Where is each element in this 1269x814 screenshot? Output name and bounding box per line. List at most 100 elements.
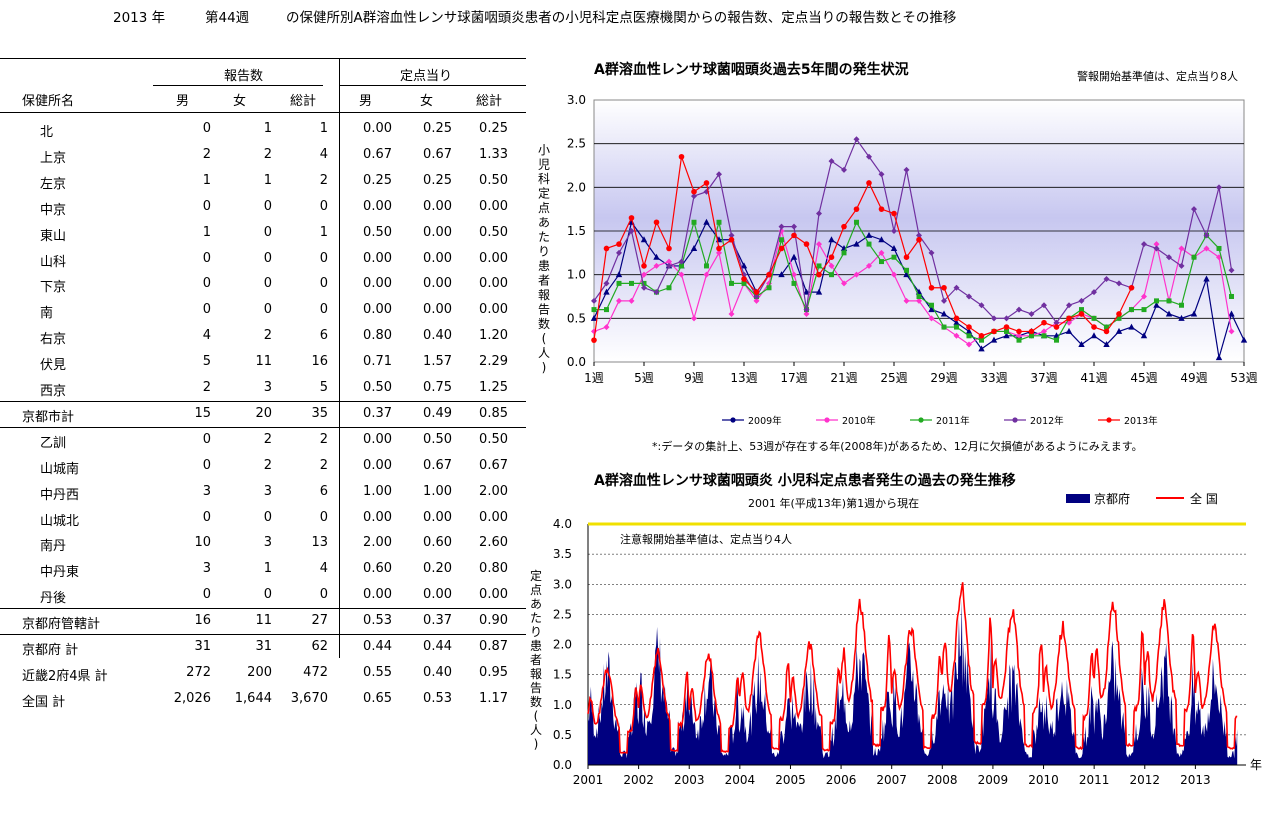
chart1-point xyxy=(816,210,822,217)
chart1-point xyxy=(728,232,735,239)
table-top-rule xyxy=(0,58,526,59)
cell: 3,670 xyxy=(290,690,328,706)
chart2-subtitle: 2001 年(平成13年)第1週から現在 xyxy=(748,496,919,510)
chart1-point xyxy=(965,327,973,334)
chart1-ylabel-char: 数 xyxy=(538,316,550,331)
cell: 0 xyxy=(319,509,328,525)
header-rule xyxy=(0,112,526,113)
cell: 1.33 xyxy=(479,146,508,162)
cell: 0 xyxy=(263,198,272,214)
chart1-point xyxy=(716,245,722,252)
table-row: 京都市計 15 20 35 0.37 0.49 0.85 xyxy=(0,401,526,427)
chart1-point xyxy=(928,284,935,291)
chart1-point xyxy=(1041,328,1047,335)
chart1-point xyxy=(1078,297,1085,304)
chart1-point xyxy=(1203,275,1210,282)
chart1-point xyxy=(1104,324,1109,330)
cell: 2 xyxy=(202,380,211,395)
cell: 0.00 xyxy=(363,198,392,214)
row-name: 南丹 xyxy=(40,539,67,555)
chart1-point xyxy=(878,236,885,243)
chart1-ytick-label: 0.0 xyxy=(567,355,586,369)
cell: 1 xyxy=(263,121,272,136)
chart1-point xyxy=(591,297,597,304)
cell: 0.50 xyxy=(363,380,392,395)
chart2-ytick-label: 2.0 xyxy=(553,638,572,652)
chart1-point xyxy=(691,188,697,195)
group-rule-2 xyxy=(340,85,526,86)
cell: 1 xyxy=(263,561,272,577)
chart1-point xyxy=(1228,328,1235,335)
cell: 0 xyxy=(263,587,272,603)
header-col-3: 総計 xyxy=(290,94,317,109)
chart2-xtick-label: 2008 xyxy=(927,773,958,787)
chart1-point xyxy=(1053,319,1060,326)
chart1-point xyxy=(1154,298,1159,304)
chart1-note: 警報開始基準値は、定点当り8人 xyxy=(1077,69,1238,83)
group-reports: 報告数 xyxy=(224,69,264,84)
cell: 0 xyxy=(263,302,272,318)
row-name: 東山 xyxy=(40,228,67,244)
cell: 0.80 xyxy=(363,328,392,344)
cell: 0 xyxy=(263,509,272,525)
chart1-point xyxy=(678,258,685,265)
cell: 0 xyxy=(202,587,211,603)
chart2-ylabel-char: あ xyxy=(530,597,542,611)
chart1-xtick-label: 29週 xyxy=(930,371,957,385)
chart1-point xyxy=(1178,314,1185,321)
chart1-ylabel-char: ) xyxy=(542,361,547,375)
chart1-point xyxy=(1103,341,1110,348)
chart1-point xyxy=(790,253,798,260)
chart1-ytick-label: 1.0 xyxy=(567,268,586,282)
chart1-point xyxy=(916,236,922,243)
page-header: 2013 年 第44週 の保健所別A群溶血性レンサ球菌咽頭炎患者の小児科定点医療… xyxy=(0,4,1269,26)
chart1-xtick-label: 1週 xyxy=(584,371,604,385)
chart1-point xyxy=(828,236,835,243)
chart1-xtick-label: 5週 xyxy=(634,371,654,385)
chart2-legend-swatch-kyoto xyxy=(1066,494,1090,503)
cell: 0.50 xyxy=(423,431,452,447)
cell: 0.50 xyxy=(479,431,508,447)
group-rule-1 xyxy=(153,85,323,86)
chart1-legend-label: 2013年 xyxy=(1124,415,1158,427)
chart1-point xyxy=(1091,315,1097,321)
chart2-xtick-label: 2013 xyxy=(1180,773,1211,787)
chart1-legend-marker xyxy=(824,417,830,423)
cell: 0.00 xyxy=(479,276,508,292)
chart1-point xyxy=(666,262,672,269)
chart1-point xyxy=(641,263,647,269)
chart1-point xyxy=(1103,276,1110,283)
chart1-point xyxy=(716,249,722,256)
chart1-point xyxy=(1228,310,1235,317)
chart1-legend-label: 2011年 xyxy=(936,415,970,427)
row-name: 南 xyxy=(40,306,54,322)
cell: 0.60 xyxy=(423,535,452,551)
cell: 10 xyxy=(194,535,211,551)
chart1-legend-marker xyxy=(730,417,736,423)
row-name: 西京 xyxy=(40,384,67,399)
chart1-point xyxy=(703,271,710,278)
chart1-ytick-label: 2.5 xyxy=(567,137,586,151)
header-year: 2013 年 xyxy=(113,10,166,26)
chart1-point xyxy=(1128,323,1135,330)
chart1-point xyxy=(953,284,960,291)
row-name: 近畿2府4県 計 xyxy=(22,668,108,684)
cell: 0 xyxy=(202,431,211,447)
chart1-point xyxy=(941,284,947,291)
chart2-xtick-label: 2010 xyxy=(1028,773,1059,787)
chart1-point xyxy=(653,219,660,226)
chart1-point xyxy=(1041,302,1047,309)
cell: 0.00 xyxy=(363,587,392,603)
chart1-point xyxy=(766,271,772,278)
cell: 0.40 xyxy=(423,328,452,344)
chart1-point xyxy=(1166,298,1172,304)
chart1-ylabel: 小児科定点あたり患者報告数(人) xyxy=(532,56,547,57)
chart1-point xyxy=(853,271,860,278)
cell: 0.67 xyxy=(423,146,452,162)
chart1-point xyxy=(716,171,722,178)
chart1-point xyxy=(791,223,797,230)
subtotal-rule xyxy=(0,400,526,402)
cell: 0.60 xyxy=(363,561,392,577)
cell: 1 xyxy=(319,121,328,136)
table-row: 中丹東 3 1 4 0.60 0.20 0.80 xyxy=(0,556,526,582)
